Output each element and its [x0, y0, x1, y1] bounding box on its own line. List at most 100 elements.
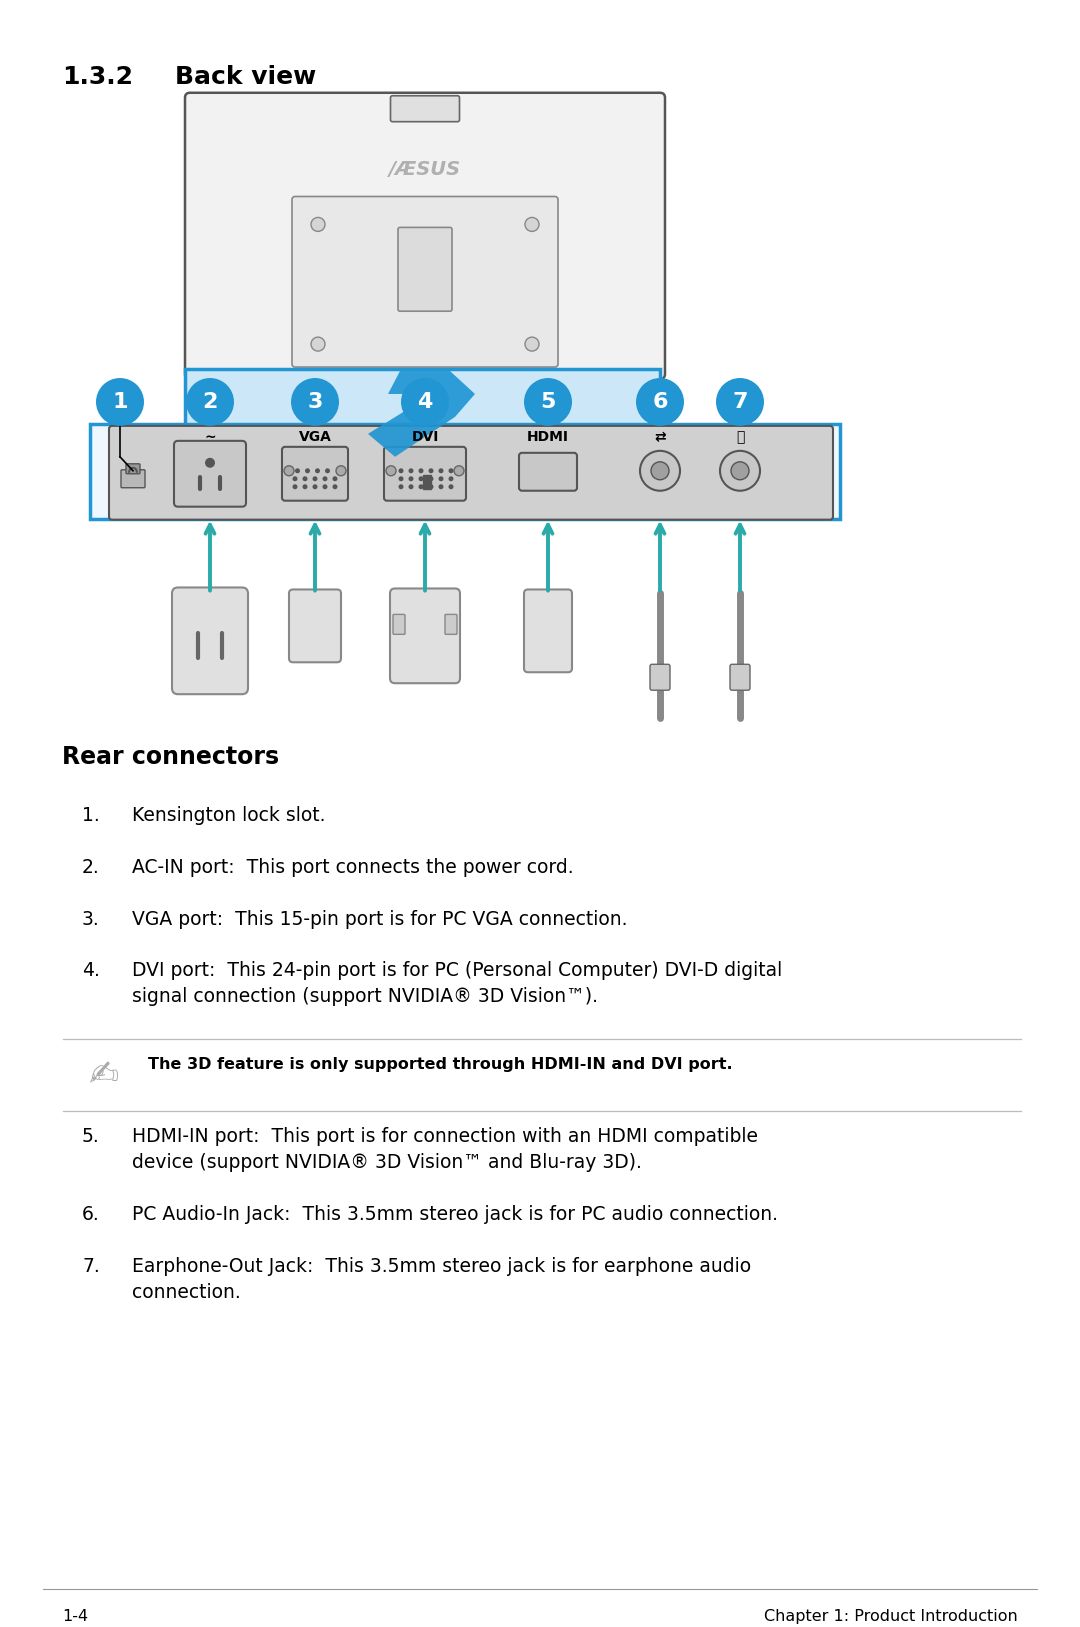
Circle shape — [438, 477, 444, 482]
Circle shape — [386, 465, 396, 475]
Circle shape — [524, 377, 572, 426]
Text: ⇄: ⇄ — [654, 430, 665, 444]
Text: 6.: 6. — [82, 1206, 99, 1224]
Text: ✍: ✍ — [87, 1058, 118, 1092]
Text: 3: 3 — [308, 392, 323, 412]
Circle shape — [291, 377, 339, 426]
FancyBboxPatch shape — [192, 394, 212, 407]
Circle shape — [302, 485, 308, 490]
Circle shape — [636, 377, 684, 426]
Text: 7.: 7. — [82, 1256, 99, 1276]
Circle shape — [207, 390, 213, 397]
Circle shape — [640, 451, 680, 491]
Text: 1-4: 1-4 — [62, 1609, 89, 1624]
Circle shape — [438, 485, 444, 490]
Circle shape — [295, 469, 300, 473]
Text: HDMI: HDMI — [527, 430, 569, 444]
Text: Rear connectors: Rear connectors — [62, 745, 279, 770]
Text: HDMI-IN port:  This port is for connection with an HDMI compatible: HDMI-IN port: This port is for connectio… — [132, 1128, 758, 1145]
Circle shape — [429, 485, 433, 490]
Circle shape — [336, 465, 346, 475]
Circle shape — [323, 477, 327, 482]
Text: Kensington lock slot.: Kensington lock slot. — [132, 805, 325, 825]
Circle shape — [429, 477, 433, 482]
Text: 4: 4 — [417, 392, 433, 412]
FancyBboxPatch shape — [109, 426, 833, 519]
Circle shape — [333, 477, 337, 482]
Text: PC Audio-In Jack:  This 3.5mm stereo jack is for PC audio connection.: PC Audio-In Jack: This 3.5mm stereo jack… — [132, 1206, 778, 1224]
Circle shape — [454, 465, 464, 475]
Circle shape — [325, 469, 330, 473]
Text: /ÆSUS: /ÆSUS — [389, 159, 461, 179]
Circle shape — [305, 469, 310, 473]
Text: 1: 1 — [112, 392, 127, 412]
Circle shape — [302, 477, 308, 482]
Bar — [185, 369, 660, 425]
Circle shape — [651, 462, 669, 480]
Text: Earphone-Out Jack:  This 3.5mm stereo jack is for earphone audio: Earphone-Out Jack: This 3.5mm stereo jac… — [132, 1256, 751, 1276]
Text: 7: 7 — [732, 392, 747, 412]
FancyBboxPatch shape — [126, 464, 140, 473]
Text: 2: 2 — [202, 392, 218, 412]
FancyBboxPatch shape — [730, 664, 750, 690]
Text: The 3D feature is only supported through HDMI-IN and DVI port.: The 3D feature is only supported through… — [148, 1058, 732, 1072]
Circle shape — [731, 462, 750, 480]
FancyBboxPatch shape — [174, 441, 246, 506]
Circle shape — [419, 469, 423, 473]
Text: 2.: 2. — [82, 857, 99, 877]
Circle shape — [448, 469, 454, 473]
Circle shape — [311, 337, 325, 351]
Text: AC-IN port:  This port connects the power cord.: AC-IN port: This port connects the power… — [132, 857, 573, 877]
Circle shape — [315, 469, 320, 473]
Circle shape — [408, 485, 414, 490]
Circle shape — [408, 477, 414, 482]
Circle shape — [312, 477, 318, 482]
FancyBboxPatch shape — [384, 447, 465, 501]
FancyBboxPatch shape — [390, 589, 460, 683]
Text: 5.: 5. — [82, 1128, 99, 1145]
Text: signal connection (support NVIDIA® 3D Vision™).: signal connection (support NVIDIA® 3D Vi… — [132, 988, 598, 1007]
Text: ∼: ∼ — [204, 430, 216, 444]
FancyBboxPatch shape — [185, 93, 665, 379]
FancyBboxPatch shape — [399, 228, 453, 311]
Circle shape — [333, 485, 337, 490]
Circle shape — [311, 218, 325, 231]
Circle shape — [399, 469, 404, 473]
Text: 3.: 3. — [82, 909, 99, 929]
Circle shape — [408, 469, 414, 473]
Circle shape — [293, 485, 297, 490]
Bar — [423, 475, 431, 488]
Circle shape — [323, 485, 327, 490]
Text: DVI port:  This 24-pin port is for PC (Personal Computer) DVI-D digital: DVI port: This 24-pin port is for PC (Pe… — [132, 962, 782, 981]
Bar — [90, 425, 840, 519]
Circle shape — [399, 485, 404, 490]
FancyBboxPatch shape — [519, 452, 577, 491]
FancyBboxPatch shape — [289, 589, 341, 662]
Circle shape — [716, 377, 764, 426]
FancyBboxPatch shape — [524, 589, 572, 672]
Circle shape — [720, 451, 760, 491]
Text: VGA port:  This 15-pin port is for PC VGA connection.: VGA port: This 15-pin port is for PC VGA… — [132, 909, 627, 929]
FancyBboxPatch shape — [391, 96, 459, 122]
Circle shape — [419, 477, 423, 482]
Circle shape — [293, 477, 297, 482]
Polygon shape — [368, 371, 475, 457]
Circle shape — [419, 485, 423, 490]
Text: 1.: 1. — [82, 805, 99, 825]
Text: DVI: DVI — [411, 430, 438, 444]
Circle shape — [96, 377, 144, 426]
Circle shape — [399, 477, 404, 482]
Text: VGA: VGA — [298, 430, 332, 444]
Circle shape — [448, 477, 454, 482]
Text: 6: 6 — [652, 392, 667, 412]
FancyBboxPatch shape — [650, 664, 670, 690]
Circle shape — [312, 485, 318, 490]
FancyBboxPatch shape — [121, 470, 145, 488]
FancyBboxPatch shape — [445, 615, 457, 635]
Text: 5: 5 — [540, 392, 556, 412]
Circle shape — [448, 485, 454, 490]
Text: Chapter 1: Product Introduction: Chapter 1: Product Introduction — [765, 1609, 1018, 1624]
Circle shape — [284, 465, 294, 475]
Text: 4.: 4. — [82, 962, 99, 981]
Text: ⌒: ⌒ — [735, 430, 744, 444]
